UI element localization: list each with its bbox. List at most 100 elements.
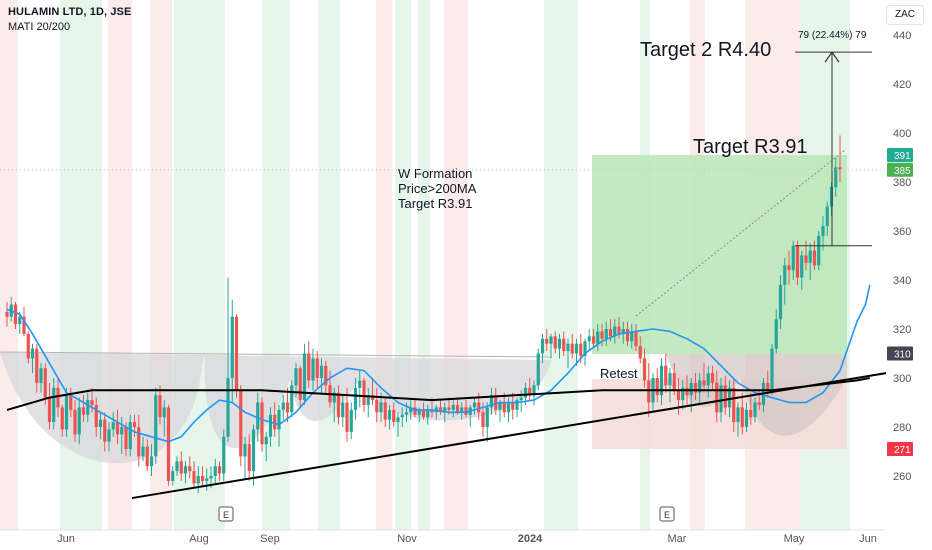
candle-body[interactable] (234, 316, 239, 391)
candle-body[interactable] (693, 382, 698, 393)
candle-body[interactable] (179, 461, 183, 474)
candle-body[interactable] (583, 341, 587, 356)
candle-body[interactable] (86, 400, 90, 415)
candle-body[interactable] (243, 444, 247, 457)
candle-body[interactable] (702, 380, 706, 386)
candle-body[interactable] (39, 368, 43, 383)
candle-body[interactable] (311, 358, 315, 381)
candle-body[interactable] (298, 368, 302, 401)
candle-body[interactable] (562, 338, 566, 352)
candle-body[interactable] (290, 385, 294, 413)
candle-body[interactable] (723, 385, 727, 408)
candle-body[interactable] (132, 422, 137, 427)
candle-body[interactable] (213, 466, 217, 476)
candle-body[interactable] (566, 343, 570, 352)
candle-body[interactable] (383, 402, 387, 420)
candle-body[interactable] (557, 338, 562, 349)
candle-body[interactable] (183, 466, 188, 474)
candle-body[interactable] (621, 329, 625, 334)
candle-body[interactable] (375, 400, 379, 413)
candle-body[interactable] (319, 365, 324, 378)
candle-body[interactable] (485, 407, 489, 427)
candle-body[interactable] (120, 427, 124, 435)
candle-body[interactable] (56, 387, 60, 408)
candle-body[interactable] (64, 395, 69, 430)
candle-body[interactable] (638, 346, 642, 359)
candle-body[interactable] (154, 395, 158, 457)
candle-body[interactable] (438, 407, 443, 413)
candle-body[interactable] (358, 380, 362, 388)
candle-body[interactable] (460, 407, 464, 413)
candle-body[interactable] (302, 353, 307, 401)
candle-body[interactable] (502, 402, 506, 413)
candle-body[interactable] (264, 436, 268, 445)
candle-body[interactable] (451, 404, 455, 410)
candle-body[interactable] (90, 400, 94, 405)
candle-body[interactable] (812, 250, 817, 266)
candle-body[interactable] (753, 402, 757, 418)
candle-body[interactable] (600, 331, 604, 339)
candle-body[interactable] (149, 456, 154, 467)
ma200-line[interactable] (6, 377, 870, 411)
candle-body[interactable] (783, 265, 787, 285)
candle-body[interactable] (736, 407, 740, 423)
candle-body[interactable] (409, 407, 413, 413)
earnings-icon[interactable] (659, 506, 675, 522)
candle-body[interactable] (315, 358, 319, 378)
candle-body[interactable] (774, 319, 778, 349)
candle-body[interactable] (613, 326, 617, 337)
candle-body[interactable] (43, 368, 47, 398)
candle-body[interactable] (834, 167, 838, 187)
candle-body[interactable] (421, 409, 426, 418)
candle-body[interactable] (247, 444, 251, 472)
candle-body[interactable] (672, 373, 676, 391)
candle-body[interactable] (685, 387, 689, 396)
candle-body[interactable] (676, 390, 681, 401)
candle-body[interactable] (545, 338, 549, 344)
candle-body[interactable] (430, 409, 434, 413)
candle-body[interactable] (498, 402, 502, 410)
candle-body[interactable] (285, 402, 290, 413)
candle-body[interactable] (400, 414, 404, 418)
indicator-legend[interactable]: MATI 20/200 (8, 21, 71, 33)
candle-body[interactable] (668, 373, 672, 386)
candle-body[interactable] (98, 419, 103, 427)
candle-body[interactable] (553, 336, 557, 349)
candle-body[interactable] (107, 429, 111, 442)
candle-body[interactable] (349, 409, 353, 432)
candle-body[interactable] (787, 265, 791, 271)
candle-body[interactable] (230, 316, 234, 378)
candle-body[interactable] (222, 436, 226, 474)
candle-body[interactable] (332, 392, 336, 403)
candle-body[interactable] (366, 395, 370, 405)
candle-body[interactable] (60, 407, 64, 430)
candle-body[interactable] (800, 255, 804, 278)
candle-body[interactable] (732, 387, 736, 423)
candle-body[interactable] (341, 402, 345, 418)
candle-body[interactable] (281, 402, 285, 410)
candle-body[interactable] (757, 402, 761, 405)
candle-body[interactable] (715, 382, 719, 413)
candle-body[interactable] (825, 206, 829, 227)
candle-body[interactable] (579, 343, 583, 356)
candle-body[interactable] (256, 402, 260, 430)
candle-body[interactable] (608, 329, 613, 337)
candle-body[interactable] (324, 365, 328, 386)
candle-body[interactable] (94, 404, 98, 427)
candle-body[interactable] (817, 235, 821, 266)
candle-body[interactable] (413, 407, 417, 415)
candle-body[interactable] (523, 387, 528, 398)
candle-body[interactable] (698, 380, 702, 393)
candle-body[interactable] (464, 407, 468, 415)
candle-body[interactable] (166, 407, 171, 481)
candle-body[interactable] (477, 402, 481, 413)
candle-body[interactable] (396, 417, 400, 423)
candle-body[interactable] (115, 422, 120, 435)
candle-body[interactable] (647, 380, 651, 403)
candle-body[interactable] (744, 409, 749, 427)
candle-body[interactable] (392, 409, 396, 423)
candle-body[interactable] (727, 387, 732, 408)
candle-body[interactable] (196, 476, 200, 484)
candle-body[interactable] (447, 407, 451, 410)
